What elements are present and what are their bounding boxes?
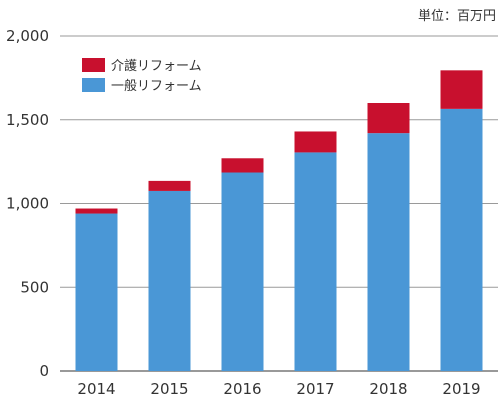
legend-swatch [82,78,105,92]
bar-care-reform [221,158,264,173]
bar-care-reform [148,180,191,191]
gridlines [60,35,498,372]
y-tick-labels: 0 500 1,000 1,500 2,000 [6,27,49,380]
x-tick-label: 2016 [223,380,261,398]
y-tick-label: 0 [39,362,49,380]
x-tick-label: 2015 [150,380,188,398]
bar-general-reform [221,172,264,371]
x-tick-label: 2018 [369,380,407,398]
y-tick-label: 1,500 [6,111,49,129]
bar-care-reform [75,208,118,214]
bar-general-reform [294,152,337,371]
x-tick-label: 2014 [77,380,115,398]
y-tick-label: 500 [20,278,49,296]
x-tick-labels: 2014 2015 2016 2017 2018 2019 [77,380,480,398]
legend-label: 介護リフォーム [111,58,202,74]
x-tick-label: 2019 [442,380,480,398]
legend-swatch [82,58,105,72]
bar-general-reform [75,213,118,371]
bar-general-reform [440,108,483,372]
y-tick-label: 1,000 [6,195,49,213]
y-tick-label: 2,000 [6,27,49,45]
legend-label: 一般リフォーム [111,78,202,94]
bar-general-reform [367,133,410,371]
bar-care-reform [440,70,483,109]
bar-care-reform [367,103,410,134]
x-tick-label: 2017 [296,380,334,398]
bar-care-reform [294,131,337,153]
bars [75,70,483,372]
unit-label: 単位：百万円 [418,8,496,24]
bar-general-reform [148,190,191,371]
